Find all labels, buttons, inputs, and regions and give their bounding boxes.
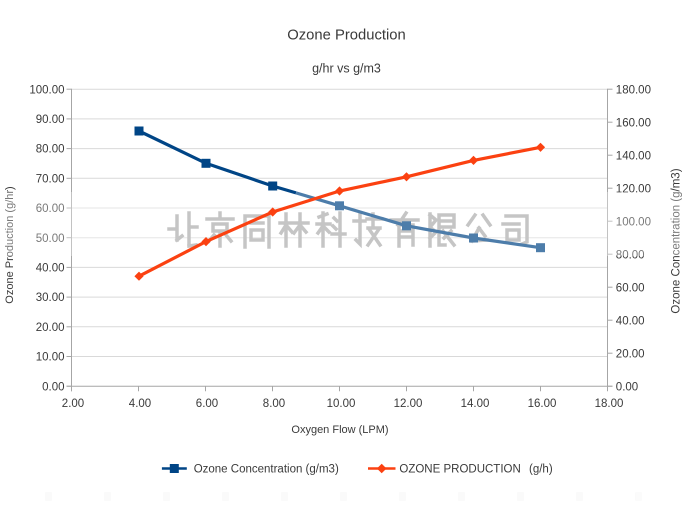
svg-text:120.00: 120.00 [616,183,651,195]
svg-text:18.00: 18.00 [595,398,624,410]
svg-text:Ozone Production: Ozone Production [287,27,405,43]
svg-text:20.00: 20.00 [36,322,65,334]
svg-text:Oxygen Flow (LPM): Oxygen Flow (LPM) [291,424,388,436]
svg-text:90.00: 90.00 [36,114,65,126]
svg-text:50.00: 50.00 [36,233,65,245]
svg-text:8.00: 8.00 [263,398,285,410]
svg-text:4.00: 4.00 [129,398,151,410]
svg-text:0.00: 0.00 [616,381,638,393]
svg-text:100.00: 100.00 [29,84,64,96]
svg-text:80.00: 80.00 [36,144,65,156]
svg-text:70.00: 70.00 [36,173,65,185]
svg-text:Ozone Production (g/hr): Ozone Production (g/hr) [4,186,16,303]
svg-text:16.00: 16.00 [528,398,557,410]
svg-text:10.00: 10.00 [36,352,65,364]
svg-text:Ozone Concentration (g/m3): Ozone Concentration (g/m3) [194,464,339,476]
svg-text:40.00: 40.00 [616,315,645,327]
svg-text:60.00: 60.00 [36,203,65,215]
svg-text:60.00: 60.00 [616,282,645,294]
svg-text:100.00: 100.00 [616,216,651,228]
svg-text:160.00: 160.00 [616,117,651,129]
svg-text:2.00: 2.00 [62,398,84,410]
svg-text:14.00: 14.00 [461,398,490,410]
svg-text:80.00: 80.00 [616,249,645,261]
svg-text:(g/h): (g/h) [529,464,553,476]
svg-text:g/hr vs g/m3: g/hr vs g/m3 [312,62,381,76]
svg-text:140.00: 140.00 [616,150,651,162]
svg-text:0.00: 0.00 [42,381,64,393]
svg-text:12.00: 12.00 [394,398,423,410]
svg-text:10.00: 10.00 [327,398,356,410]
svg-text:OZONE PRODUCTION: OZONE PRODUCTION [399,464,520,476]
svg-text:40.00: 40.00 [36,263,65,275]
svg-text:20.00: 20.00 [616,348,645,360]
svg-text:6.00: 6.00 [196,398,218,410]
svg-text:Ozone Concentration (g/m3): Ozone Concentration (g/m3) [671,168,683,313]
svg-text:30.00: 30.00 [36,292,65,304]
svg-text:180.00: 180.00 [616,84,651,96]
